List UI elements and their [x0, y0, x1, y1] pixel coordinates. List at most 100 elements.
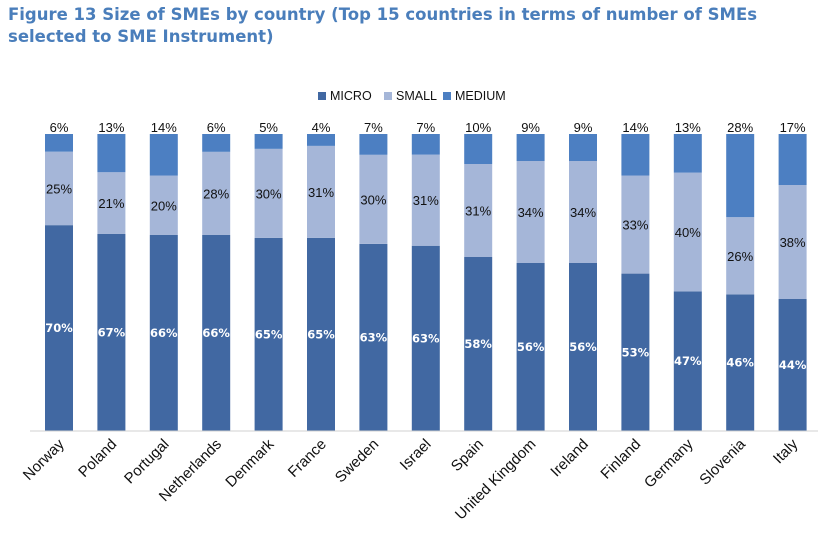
bar-small-netherlands [202, 151, 231, 235]
legend-swatch-medium [443, 92, 451, 100]
bar-micro-united-kingdom [516, 263, 545, 431]
bar-micro-netherlands [202, 234, 231, 431]
data-label-small-finland: 33% [622, 218, 648, 233]
chart-title: Figure 13 Size of SMEs by country (Top 1… [8, 5, 758, 46]
category-label-denmark: Denmark [222, 435, 277, 490]
category-label-spain: Spain [448, 436, 487, 475]
category-label-finland: Finland [597, 436, 644, 483]
data-label-micro-netherlands: 66% [202, 326, 230, 340]
data-label-medium-poland: 13% [98, 120, 124, 135]
data-label-micro-denmark: 65% [255, 327, 283, 341]
data-label-small-france: 31% [308, 185, 334, 200]
bar-micro-portugal [149, 234, 178, 431]
bar-small-ireland [569, 161, 597, 263]
data-label-small-sweden: 30% [360, 192, 386, 207]
data-label-medium-netherlands: 6% [207, 120, 226, 135]
bar-micro-italy [778, 299, 807, 431]
bar-micro-norway [45, 225, 73, 431]
bar-medium-israel [411, 134, 440, 155]
bar-micro-finland [621, 273, 650, 431]
bar-medium-germany [673, 134, 702, 173]
category-label-israel: Israel [397, 436, 435, 474]
data-label-micro-israel: 63% [412, 331, 440, 345]
data-label-micro-sweden: 63% [360, 330, 388, 344]
data-label-small-poland: 21% [98, 196, 124, 211]
data-label-small-italy: 38% [780, 235, 806, 250]
bar-micro-sweden [359, 243, 388, 431]
data-label-medium-germany: 13% [675, 120, 701, 135]
data-label-medium-israel: 7% [416, 120, 435, 135]
data-label-micro-slovenia: 46% [726, 356, 754, 370]
bar-micro-germany [673, 291, 702, 431]
bar-small-sweden [359, 154, 388, 244]
data-label-medium-sweden: 7% [364, 120, 383, 135]
data-label-small-netherlands: 28% [203, 186, 229, 201]
data-label-micro-spain: 58% [464, 337, 492, 351]
bar-medium-sweden [359, 134, 388, 155]
bar-small-poland [97, 172, 126, 234]
legend-swatch-micro [318, 92, 326, 100]
bar-small-denmark [254, 148, 283, 238]
data-label-medium-denmark: 5% [259, 120, 278, 135]
legend-label-medium: MEDIUM [455, 89, 506, 103]
bar-small-italy [778, 185, 807, 299]
category-label-france: France [285, 436, 330, 481]
data-label-micro-germany: 47% [674, 354, 702, 368]
category-label-portugal: Portugal [121, 436, 173, 488]
category-label-slovenia: Slovenia [696, 435, 749, 488]
data-label-micro-norway: 70% [45, 321, 73, 335]
data-label-medium-united-kingdom: 9% [521, 120, 540, 135]
data-label-small-united-kingdom: 34% [518, 205, 544, 220]
data-label-medium-norway: 6% [50, 120, 69, 135]
legend: MICRO SMALL MEDIUM [318, 89, 506, 103]
data-label-micro-finland: 53% [622, 345, 650, 359]
data-label-micro-ireland: 56% [569, 340, 597, 354]
bar-medium-ireland [569, 134, 597, 161]
bar-medium-portugal [149, 134, 178, 176]
bar-small-united-kingdom [516, 161, 545, 263]
bar-medium-netherlands [202, 134, 231, 152]
bar-micro-denmark [254, 237, 283, 431]
data-label-medium-slovenia: 28% [727, 120, 753, 135]
bar-medium-poland [97, 134, 126, 173]
data-label-small-slovenia: 26% [727, 249, 753, 264]
data-label-medium-france: 4% [312, 120, 331, 135]
bar-micro-poland [97, 233, 126, 431]
bar-medium-slovenia [726, 134, 755, 218]
data-label-micro-portugal: 66% [150, 326, 178, 340]
bar-medium-finland [621, 134, 650, 176]
data-label-micro-united-kingdom: 56% [517, 340, 545, 354]
category-label-italy: Italy [770, 435, 802, 467]
data-label-micro-italy: 44% [779, 358, 807, 372]
data-labels: 70% 25% 6% 67% 21% 13% 66% 20% 14% 66% 28% 6% 65% 30%… [45, 120, 807, 372]
bars [45, 134, 807, 431]
bar-micro-israel [411, 245, 440, 431]
bar-small-israel [411, 154, 440, 246]
bar-medium-spain [464, 134, 493, 164]
data-label-small-spain: 31% [465, 204, 491, 219]
category-label-sweden: Sweden [332, 436, 382, 486]
bar-medium-france [307, 134, 335, 146]
bar-medium-united-kingdom [516, 134, 545, 161]
bar-small-spain [464, 164, 493, 257]
bar-small-germany [673, 172, 702, 292]
data-label-small-germany: 40% [675, 225, 701, 240]
data-label-small-portugal: 20% [151, 198, 177, 213]
category-label-germany: Germany [641, 435, 697, 491]
bar-small-norway [45, 151, 73, 226]
data-label-micro-france: 65% [307, 327, 335, 341]
data-label-medium-portugal: 14% [151, 120, 177, 135]
bar-medium-italy [778, 134, 807, 185]
bar-small-france [307, 145, 335, 238]
bar-micro-spain [464, 257, 493, 431]
bar-medium-norway [45, 134, 73, 152]
data-label-medium-italy: 17% [780, 120, 806, 135]
data-label-medium-ireland: 9% [574, 120, 593, 135]
category-label-norway: Norway [20, 435, 68, 483]
bar-small-slovenia [726, 217, 755, 295]
data-label-micro-poland: 67% [98, 325, 126, 339]
legend-label-micro: MICRO [330, 89, 372, 103]
data-label-small-israel: 31% [413, 193, 439, 208]
